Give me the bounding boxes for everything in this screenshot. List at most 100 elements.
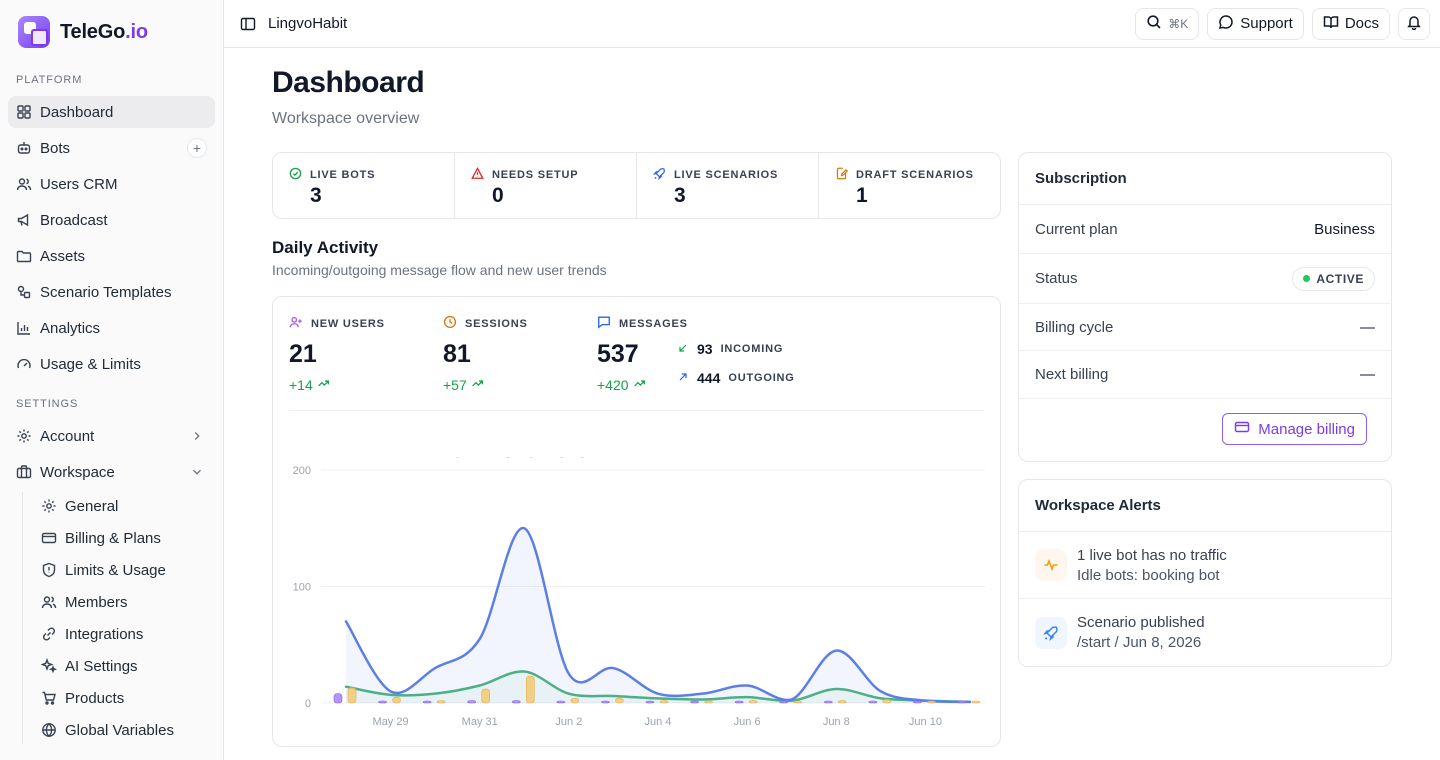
sidebar-item-ai-settings[interactable]: AI Settings (33, 652, 223, 680)
grid-icon (16, 104, 32, 120)
activity-title: Daily Activity (272, 238, 379, 257)
trending-up-icon (633, 377, 646, 393)
docs-button[interactable]: Docs (1311, 7, 1390, 40)
sidebar-item-members[interactable]: Members (33, 588, 223, 616)
main-content: Dashboard Workspace overview LIVE BOTS 3… (272, 48, 1392, 747)
x-tick-label: Jun 4 (645, 716, 672, 728)
activity-subtitle: Incoming/outgoing message flow and new u… (272, 262, 607, 278)
gear-icon (16, 428, 32, 444)
credit-card-icon (41, 530, 57, 546)
manage-billing-button[interactable]: Manage billing (1222, 413, 1367, 445)
notifications-button[interactable] (1398, 7, 1430, 40)
bar-new-users (378, 700, 387, 704)
support-button[interactable]: Support (1207, 7, 1304, 40)
daily-activity-chart: New Users Sessions Incoming Outgoing 0 100 200… (293, 457, 985, 728)
metrics-divider (289, 410, 984, 411)
book-icon (1323, 14, 1339, 34)
sidebar-item-global-variables[interactable]: Global Variables (33, 716, 223, 744)
bar-new-users (333, 693, 343, 704)
bar-sessions (748, 700, 758, 704)
topbar: LingvoHabit ⌘K Support Docs (224, 0, 1440, 48)
bar-sessions (837, 700, 847, 704)
sidebar-item-users-crm[interactable]: Users CRM (8, 168, 215, 200)
sidebar-item-bots[interactable]: Bots + (8, 132, 215, 164)
stat-value: 3 (310, 184, 322, 207)
draft-edit-icon (835, 167, 849, 183)
trending-up-icon (317, 377, 330, 393)
bar-sessions (659, 700, 669, 704)
users-icon (16, 176, 32, 192)
status-row: Status ACTIVE (1019, 254, 1391, 304)
rocket-icon (1035, 616, 1067, 649)
sidebar-item-broadcast[interactable]: Broadcast (8, 204, 215, 236)
bar-new-users (511, 700, 521, 704)
sidebar-item-products[interactable]: Products (33, 684, 223, 712)
gear-icon (41, 498, 57, 514)
alerts-title: Workspace Alerts (1019, 480, 1391, 532)
page-title: Dashboard (272, 66, 425, 99)
bar-new-users (913, 700, 922, 704)
shapes-icon (16, 284, 32, 300)
sidebar-item-usage-limits[interactable]: Usage & Limits (8, 348, 215, 380)
y-tick-label: 0 (305, 698, 311, 710)
sidebar-item-integrations[interactable]: Integrations (33, 620, 223, 648)
sidebar-toggle-icon[interactable] (238, 14, 258, 34)
stat-draft-scenarios[interactable]: DRAFT SCENARIOS 1 (819, 153, 1000, 218)
app-name: LingvoHabit (268, 15, 348, 32)
metric-sessions: SESSIONS 81 +57 (443, 315, 528, 393)
outgoing-messages: 444 OUTGOING (677, 370, 795, 386)
stat-needs-setup[interactable]: NEEDS SETUP 0 (455, 153, 637, 218)
alert-item[interactable]: Scenario published /start / Jun 8, 2026 (1019, 599, 1391, 666)
bar-new-users (957, 700, 967, 704)
next-billing-row: Next billing — (1019, 351, 1391, 399)
bar-sessions (481, 688, 491, 704)
cart-icon (41, 690, 57, 706)
sidebar-item-dashboard[interactable]: Dashboard (8, 96, 215, 128)
sidebar-item-workspace[interactable]: Workspace (8, 456, 215, 488)
workspace-submenu: General Billing & Plans Limits & Usage M… (22, 492, 223, 744)
stat-live-scenarios[interactable]: LIVE SCENARIOS 3 (637, 153, 819, 218)
bar-new-users (601, 700, 610, 704)
bar-sessions (615, 698, 624, 704)
arrow-up-right-icon (677, 371, 689, 386)
sidebar-item-general[interactable]: General (33, 492, 223, 520)
sidebar: TeleGo.io PLATFORM Dashboard Bots + User… (0, 0, 224, 760)
daily-activity-card: NEW USERS 21 +14 SESSIONS 81 +57 MESSAGE… (272, 296, 1001, 747)
chat-bubble-icon (1218, 14, 1234, 34)
check-circle-icon (289, 167, 302, 183)
x-tick-label: May 31 (462, 716, 498, 728)
sidebar-item-analytics[interactable]: Analytics (8, 312, 215, 344)
bar-new-users (868, 700, 878, 704)
bar-new-users (823, 700, 833, 704)
bar-new-users (779, 700, 789, 704)
folder-icon (16, 248, 32, 264)
search-icon (1146, 14, 1162, 34)
bar-new-users (467, 700, 477, 704)
plan-value: Business (1314, 220, 1375, 238)
sidebar-item-scenario-templates[interactable]: Scenario Templates (8, 276, 215, 308)
status-badge: ACTIVE (1292, 266, 1375, 291)
x-tick-label: Jun 10 (909, 716, 942, 728)
bar-sessions (392, 696, 401, 704)
add-bot-button[interactable]: + (187, 138, 207, 158)
incoming-messages: 93 INCOMING (677, 341, 783, 357)
stat-live-bots[interactable]: LIVE BOTS 3 (273, 153, 455, 218)
bar-new-users (556, 700, 566, 704)
sidebar-item-assets[interactable]: Assets (8, 240, 215, 272)
activity-metrics: NEW USERS 21 +14 SESSIONS 81 +57 MESSAGE… (273, 297, 1000, 411)
y-tick-label: 100 (293, 582, 311, 594)
x-tick-label: Jun 2 (555, 716, 582, 728)
search-button[interactable]: ⌘K (1135, 7, 1200, 40)
bar-new-users (734, 700, 744, 704)
megaphone-icon (16, 212, 32, 228)
users-icon (41, 594, 57, 610)
chevron-down-icon (187, 462, 207, 482)
sidebar-item-limits-usage[interactable]: Limits & Usage (33, 556, 223, 584)
brand-name: TeleGo.io (60, 20, 148, 43)
sidebar-item-billing-plans[interactable]: Billing & Plans (33, 524, 223, 552)
platform-section-label: PLATFORM (16, 74, 83, 86)
alert-item[interactable]: 1 live bot has no traffic Idle bots: boo… (1019, 532, 1391, 599)
brand[interactable]: TeleGo.io (0, 0, 223, 64)
sidebar-item-account[interactable]: Account (8, 420, 215, 452)
legend-label: Incoming (467, 457, 512, 458)
